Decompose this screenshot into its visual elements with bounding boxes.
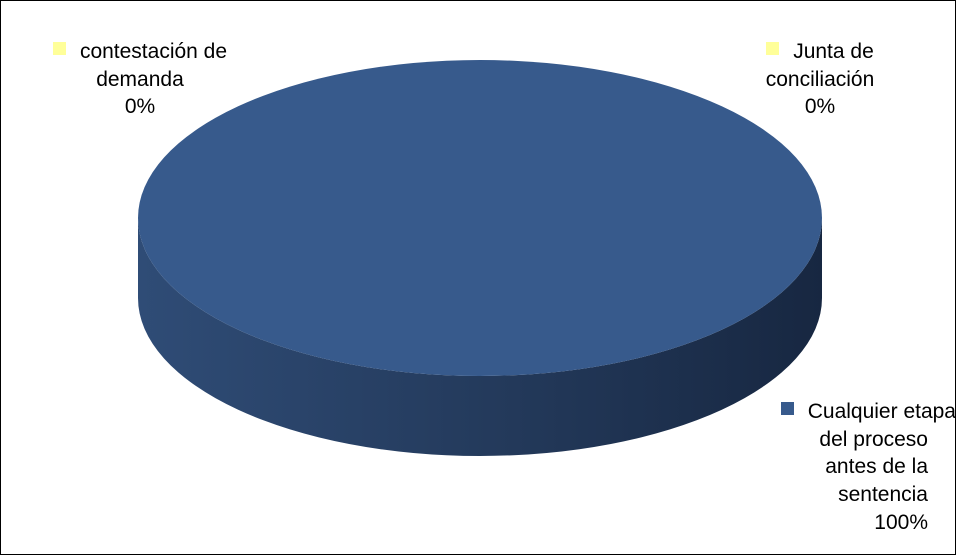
data-label-junta: Junta de conciliación 0% (700, 38, 940, 121)
label-2-line-1: del proceso (819, 427, 928, 451)
data-label-cualquier-etapa: Cualquier etapa del proceso antes de la … (752, 398, 956, 537)
label-1-value: 0% (804, 95, 836, 119)
swatch-contestacion (52, 41, 66, 55)
label-0-line-0: contestación de (79, 40, 228, 63)
pie-group (138, 60, 822, 456)
label-2-line-0: Cualquier etapa (807, 400, 956, 423)
label-0-line-1: demanda (96, 67, 184, 91)
label-0-value: 0% (124, 95, 156, 119)
label-2-line-2: antes de la (825, 455, 928, 479)
swatch-cualquier-etapa (780, 401, 794, 415)
data-label-contestacion: contestación de demanda 0% (30, 38, 250, 121)
label-2-line-3: sentencia (838, 483, 928, 507)
label-1-line-1: conciliación (765, 67, 875, 91)
pie-slice-2 (138, 60, 822, 376)
pie-slice-side-2 (138, 218, 822, 456)
swatch-junta (766, 41, 780, 55)
label-1-line-0: Junta de (793, 40, 874, 63)
label-2-value: 100% (874, 510, 928, 534)
